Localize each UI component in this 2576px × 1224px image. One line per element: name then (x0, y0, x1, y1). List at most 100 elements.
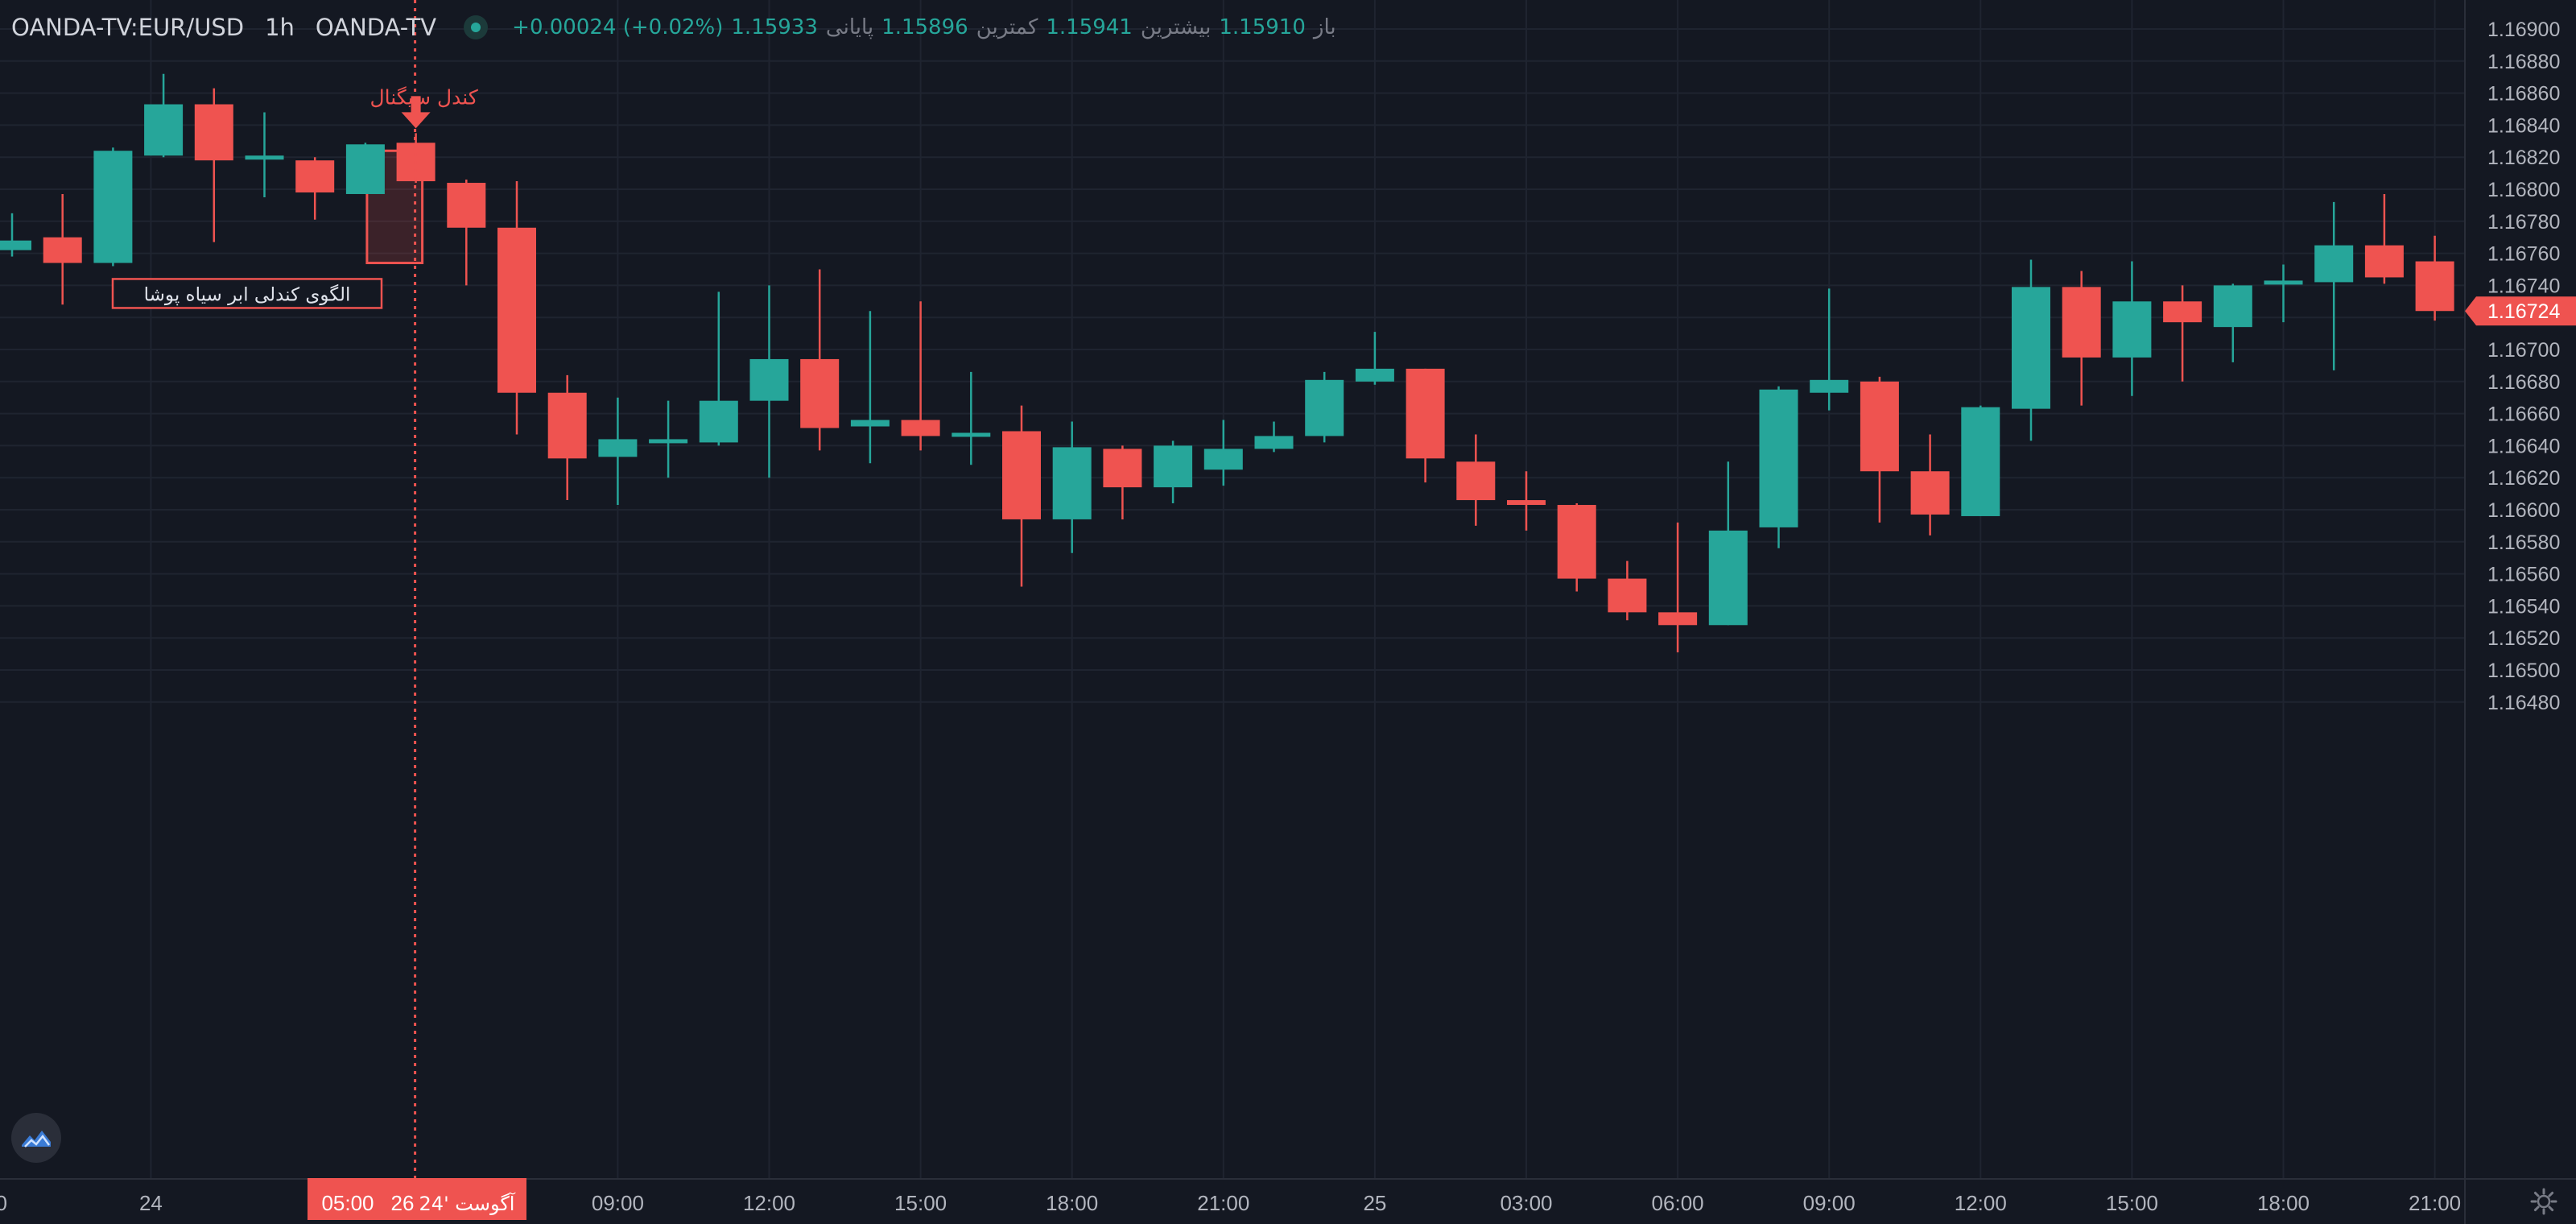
candle-body (749, 358, 789, 401)
price-tick-label: 1.16880 (2487, 51, 2560, 73)
time-tick-label: 09:00 (1803, 1191, 1856, 1215)
price-tick-label: 1.16640 (2487, 435, 2560, 457)
candle-body (1456, 461, 1496, 501)
pattern-label-box (111, 278, 383, 309)
candle-body (2364, 245, 2404, 278)
crosshair-time-label: 05:00 (321, 1191, 374, 1215)
price-tick-label: 1.16700 (2487, 339, 2560, 362)
source-label: OANDA-TV (315, 14, 437, 41)
candle-body (245, 155, 284, 160)
candle-body (1154, 445, 1193, 488)
price-badge[interactable] (2465, 296, 2576, 326)
candle-body (1759, 389, 1798, 527)
candle-body (1002, 431, 1041, 519)
candle-body (699, 400, 738, 443)
candle-body (1254, 436, 1294, 449)
candle-body (194, 104, 233, 161)
candle-body (1355, 368, 1394, 382)
price-tick-label: 1.16840 (2487, 114, 2560, 137)
time-tick-label: 12:00 (743, 1191, 795, 1215)
candle-body (43, 237, 82, 263)
candle-body (1961, 407, 2000, 516)
grid-lines (0, 0, 2465, 1179)
signal-arrow-shaft (411, 96, 421, 114)
price-tick-label: 1.16900 (2487, 19, 2560, 41)
time-tick-label: 21:00 (2409, 1191, 2461, 1215)
high-value: 1.15941 (1046, 15, 1133, 39)
candle-body (295, 160, 335, 192)
price-tick-label: 1.16620 (2487, 467, 2560, 490)
candle-body (800, 358, 840, 428)
candle-body (547, 392, 587, 459)
crosshair-day-label: 26 (391, 1191, 415, 1215)
candle-body (2062, 287, 2101, 358)
price-tick-label: 1.16860 (2487, 83, 2560, 105)
settings-gear-icon[interactable] (2529, 1187, 2558, 1216)
candle-body (144, 104, 184, 156)
crosshair-month-label: آگوست '24 (419, 1192, 516, 1215)
time-tick-label: 03:00 (1500, 1191, 1552, 1215)
time-tick-label: 09:00 (592, 1191, 644, 1215)
price-tick-label: 1.16560 (2487, 564, 2560, 586)
price-tick-label: 1.16480 (2487, 692, 2560, 714)
candle-body (1608, 578, 1647, 613)
candle-body (2314, 245, 2354, 283)
change-value: +0.00024 (+0.02%) (512, 15, 724, 39)
time-axis[interactable]: 1:00 24 09:00 12:00 15:00 18:00 21:00 25 03:00 06… (0, 1178, 2576, 1220)
ohlc-values: باز 1.15910 بیشترین 1.15941 کمترین 1.158… (512, 15, 1335, 39)
time-tick-label: 06:00 (1652, 1191, 1704, 1215)
symbol-label[interactable]: OANDA-TV:EUR/USD (11, 14, 245, 41)
close-label: پایانی (825, 15, 874, 39)
candle-body (93, 151, 133, 263)
timeframe-label[interactable]: 1h (265, 14, 295, 41)
crosshair-time-badge[interactable] (308, 1178, 526, 1220)
market-status-icon[interactable] (464, 15, 489, 39)
candle-body (2264, 280, 2303, 285)
candle-body (850, 420, 890, 427)
candle-body (0, 240, 31, 250)
candle-body (1507, 500, 1546, 506)
candle-body (1658, 612, 1698, 626)
price-tick-label: 1.16800 (2487, 179, 2560, 201)
candle-body (2112, 301, 2152, 358)
price-tick-label: 1.16660 (2487, 403, 2560, 426)
candle-body (1557, 505, 1596, 579)
candle-body (497, 227, 536, 393)
candle-body (2163, 301, 2202, 323)
time-tick-label: 15:00 (894, 1191, 947, 1215)
price-tick-label: 1.16500 (2487, 660, 2560, 682)
close-value: 1.15933 (731, 15, 818, 39)
price-tick-label: 1.16520 (2487, 627, 2560, 650)
candle-body (901, 420, 940, 436)
candle-body (1103, 449, 1142, 488)
time-tick-label: 24 (139, 1191, 163, 1215)
price-tick-label: 1.16580 (2487, 531, 2560, 554)
candle-body (598, 439, 638, 457)
candle-body (447, 183, 486, 228)
candle-body (1860, 381, 1899, 472)
candle-body (952, 432, 991, 437)
time-tick-label: 21:00 (1197, 1191, 1249, 1215)
chart-header: OANDA-TV:EUR/USD 1h OANDA-TV باز 1.15910… (11, 11, 1336, 43)
price-tick-label: 1.16600 (2487, 499, 2560, 522)
candle-body (1708, 530, 1748, 626)
candle-body (1203, 449, 1243, 470)
low-value: 1.15896 (881, 15, 968, 39)
candle-body (649, 439, 688, 444)
time-tick-label: 18:00 (1046, 1191, 1098, 1215)
signal-arrow-icon (401, 112, 431, 129)
price-tick-label: 1.16780 (2487, 211, 2560, 234)
price-tick-label: 1.16740 (2487, 275, 2560, 297)
price-tick-label: 1.16760 (2487, 243, 2560, 266)
price-tick-label: 1.16820 (2487, 147, 2560, 169)
open-value: 1.15910 (1219, 15, 1306, 39)
tradingview-logo-icon[interactable] (11, 1113, 61, 1163)
candle-body (2012, 287, 2050, 409)
candle-body (345, 144, 385, 194)
candle-body (1810, 379, 1849, 393)
price-axis[interactable]: 1.16900 1.16880 1.16860 1.16840 1.16820 1.168… (2464, 0, 2576, 1224)
low-label: کمترین (976, 15, 1038, 39)
candle-body (2415, 261, 2454, 312)
